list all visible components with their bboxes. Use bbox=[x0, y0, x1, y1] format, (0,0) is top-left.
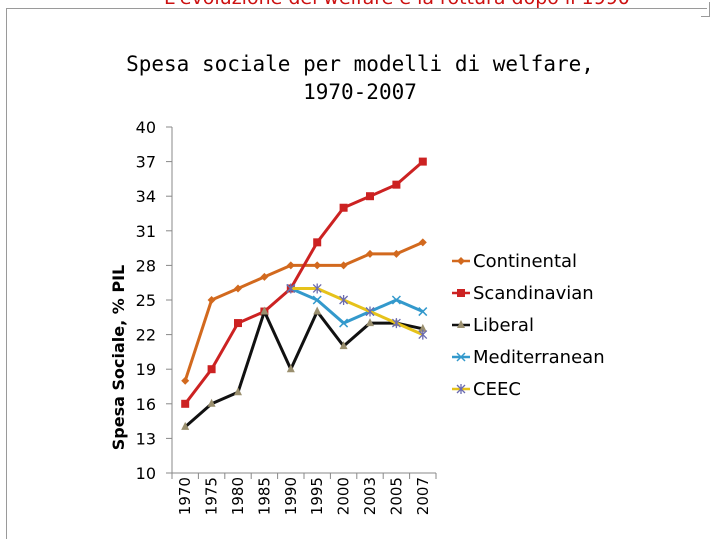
legend-marker bbox=[456, 384, 466, 394]
data-point bbox=[392, 249, 401, 258]
data-point bbox=[234, 284, 242, 293]
slide-frame bbox=[6, 8, 707, 539]
y-axis-label: Spesa Sociale, % PIL bbox=[109, 265, 128, 450]
chart-legend: Continental Scandinavian Liberal Mediterran… bbox=[452, 251, 605, 400]
legend-marker bbox=[457, 289, 465, 297]
legend-label: Mediterranean bbox=[473, 347, 605, 368]
data-point bbox=[286, 261, 295, 270]
y-tick-label: 25 bbox=[136, 291, 156, 310]
data-point bbox=[391, 295, 401, 305]
data-point bbox=[260, 272, 269, 281]
data-point bbox=[366, 249, 374, 258]
data-point bbox=[418, 238, 427, 247]
series-liberal bbox=[181, 306, 427, 430]
data-point bbox=[286, 364, 295, 373]
x-tick-label: 1980 bbox=[229, 477, 247, 515]
chart-series bbox=[181, 157, 428, 430]
x-tick-label: 1970 bbox=[176, 477, 194, 515]
series-line bbox=[184, 310, 424, 428]
data-point bbox=[366, 192, 374, 201]
x-tick-label: 2000 bbox=[335, 477, 353, 515]
legend-item-scandinavian: Scandinavian bbox=[452, 283, 594, 304]
chart-title: Spesa sociale per modelli di welfare, 19… bbox=[126, 52, 594, 104]
legend-label: Liberal bbox=[473, 315, 534, 336]
legend-item-continental: Continental bbox=[452, 251, 577, 272]
x-tick-label: 1995 bbox=[308, 477, 326, 515]
data-point bbox=[181, 421, 190, 430]
data-point bbox=[313, 261, 322, 270]
legend-item-ceec: CEEC bbox=[452, 379, 521, 400]
legend-marker bbox=[456, 352, 466, 362]
y-tick-labels: 10 13 16 19 22 25 28 31 34 37 40 bbox=[136, 118, 156, 483]
legend-marker bbox=[457, 257, 465, 265]
series-line bbox=[290, 287, 424, 325]
x-tick-label: 1985 bbox=[255, 477, 273, 515]
data-point bbox=[313, 306, 322, 315]
data-point bbox=[418, 329, 428, 340]
data-point bbox=[339, 203, 348, 212]
x-tick-label: 2007 bbox=[414, 477, 432, 515]
legend-item-liberal: Liberal bbox=[452, 315, 534, 336]
data-point bbox=[312, 283, 322, 294]
y-tick-label: 37 bbox=[136, 153, 156, 172]
legend-marker bbox=[457, 320, 465, 328]
data-point bbox=[234, 319, 242, 328]
x-tick-label: 1975 bbox=[203, 477, 221, 515]
slide-title: L'evoluzione del welfare e la rottura do… bbox=[164, 0, 684, 10]
y-tick-label: 13 bbox=[136, 429, 156, 448]
data-point bbox=[339, 341, 348, 350]
legend-label: Scandinavian bbox=[473, 283, 594, 304]
legend-label: Continental bbox=[473, 251, 577, 272]
data-point bbox=[391, 318, 401, 329]
data-point bbox=[313, 238, 322, 247]
data-point bbox=[286, 283, 296, 294]
data-point bbox=[339, 261, 348, 270]
x-tick-label: 1990 bbox=[282, 477, 300, 515]
series-continental bbox=[181, 238, 427, 385]
chart-axes bbox=[166, 126, 437, 479]
data-point bbox=[234, 387, 242, 396]
y-tick-label: 40 bbox=[136, 118, 156, 137]
data-point bbox=[365, 306, 375, 317]
data-point bbox=[207, 398, 216, 407]
series-scandinavian bbox=[181, 157, 427, 408]
series-line bbox=[290, 286, 424, 336]
data-point bbox=[339, 318, 349, 328]
data-point bbox=[418, 323, 427, 332]
data-point bbox=[260, 306, 269, 315]
y-tick-label: 31 bbox=[136, 222, 156, 241]
slide-frame-corner bbox=[701, 2, 710, 17]
data-point bbox=[207, 296, 216, 304]
y-tick-label: 34 bbox=[136, 187, 156, 206]
series-line bbox=[184, 160, 424, 405]
y-tick-label: 22 bbox=[136, 326, 156, 345]
y-tick-label: 10 bbox=[136, 464, 156, 483]
data-point bbox=[181, 399, 190, 408]
data-point bbox=[181, 376, 190, 385]
data-point bbox=[392, 180, 401, 189]
data-point bbox=[366, 318, 374, 327]
legend-item-mediterranean: Mediterranean bbox=[452, 347, 605, 368]
y-tick-label: 28 bbox=[136, 256, 156, 275]
x-tick-label: 2003 bbox=[361, 477, 379, 515]
data-point bbox=[339, 295, 349, 305]
data-point bbox=[418, 157, 427, 166]
x-tick-label: 2005 bbox=[387, 477, 405, 515]
x-tick-labels: 1970 1975 1980 1985 1990 1995 2000 2003 2005 2007 bbox=[176, 477, 432, 515]
y-tick-label: 16 bbox=[136, 395, 156, 414]
legend-label: CEEC bbox=[473, 379, 521, 400]
series-ceec bbox=[286, 283, 428, 340]
data-point bbox=[418, 307, 428, 317]
y-tick-label: 19 bbox=[136, 360, 156, 379]
data-point bbox=[207, 365, 216, 374]
data-point bbox=[312, 295, 322, 305]
